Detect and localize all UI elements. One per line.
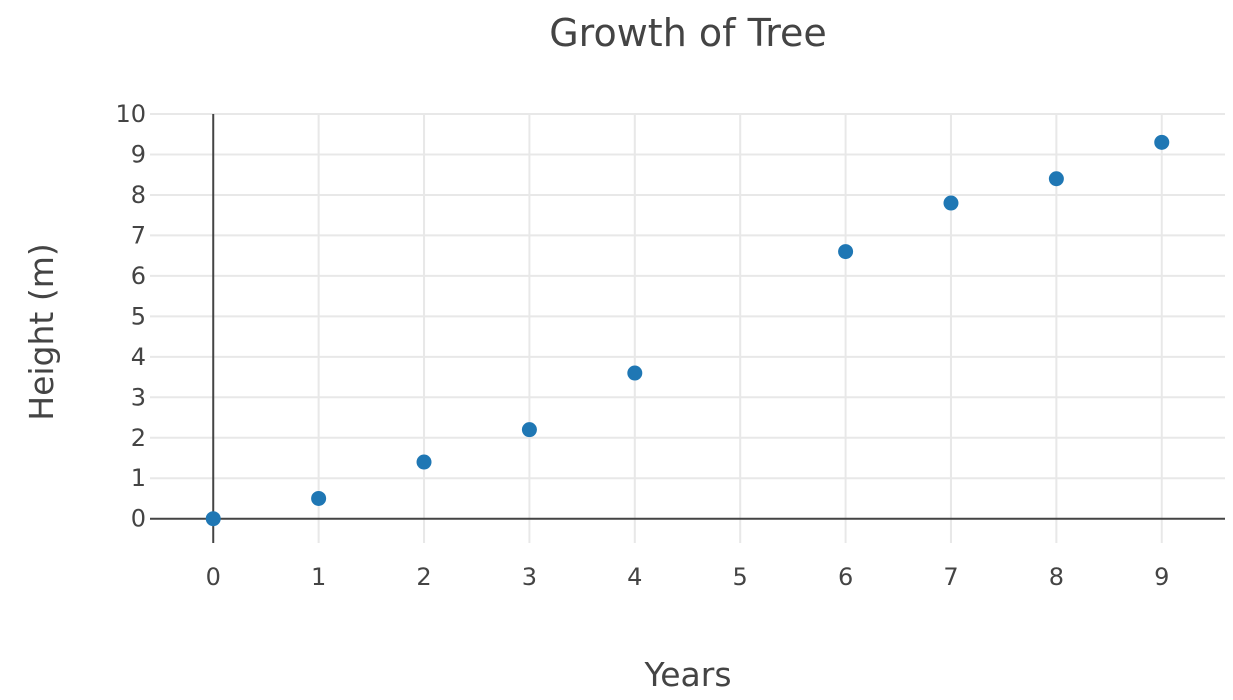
x-tick-label: 1 [311, 563, 326, 591]
y-tick-label: 9 [131, 140, 146, 168]
x-tick-labels: 0 1 2 3 4 5 6 7 8 9 [206, 563, 1170, 591]
x-tick-label: 8 [1049, 563, 1064, 591]
data-point [416, 454, 432, 470]
x-tick-label: 2 [416, 563, 431, 591]
x-tick-label: 0 [206, 563, 221, 591]
y-axis-title: Height (m) [22, 243, 61, 420]
y-tick-label: 3 [131, 383, 146, 411]
y-tick-label: 8 [131, 181, 146, 209]
data-point [943, 195, 959, 211]
data-point [1048, 171, 1064, 187]
y-tick-label: 5 [131, 302, 146, 330]
y-tick-labels: 0 1 2 3 4 5 6 7 8 9 10 [115, 100, 146, 533]
data-point [311, 490, 327, 506]
y-tick-label: 1 [131, 464, 146, 492]
zero-lines [150, 114, 1225, 543]
x-tick-label: 9 [1154, 563, 1169, 591]
y-tick-label: 10 [115, 100, 146, 128]
chart-title: Growth of Tree [549, 11, 827, 55]
x-tick-label: 6 [838, 563, 853, 591]
data-point [1154, 134, 1170, 150]
y-tick-label: 0 [131, 505, 146, 533]
data-point [521, 422, 537, 438]
y-tick-label: 4 [131, 343, 146, 371]
y-tick-label: 7 [131, 221, 146, 249]
data-point [838, 244, 854, 260]
data-points [205, 134, 1170, 527]
x-tick-label: 4 [627, 563, 642, 591]
y-tick-label: 6 [131, 262, 146, 290]
data-point [205, 511, 221, 527]
x-tick-label: 3 [522, 563, 537, 591]
x-tick-label: 5 [733, 563, 748, 591]
x-tick-label: 7 [943, 563, 958, 591]
y-tick-label: 2 [131, 424, 146, 452]
grid-lines [150, 113, 1225, 543]
data-point [627, 365, 643, 381]
x-axis-title: Years [643, 655, 731, 694]
